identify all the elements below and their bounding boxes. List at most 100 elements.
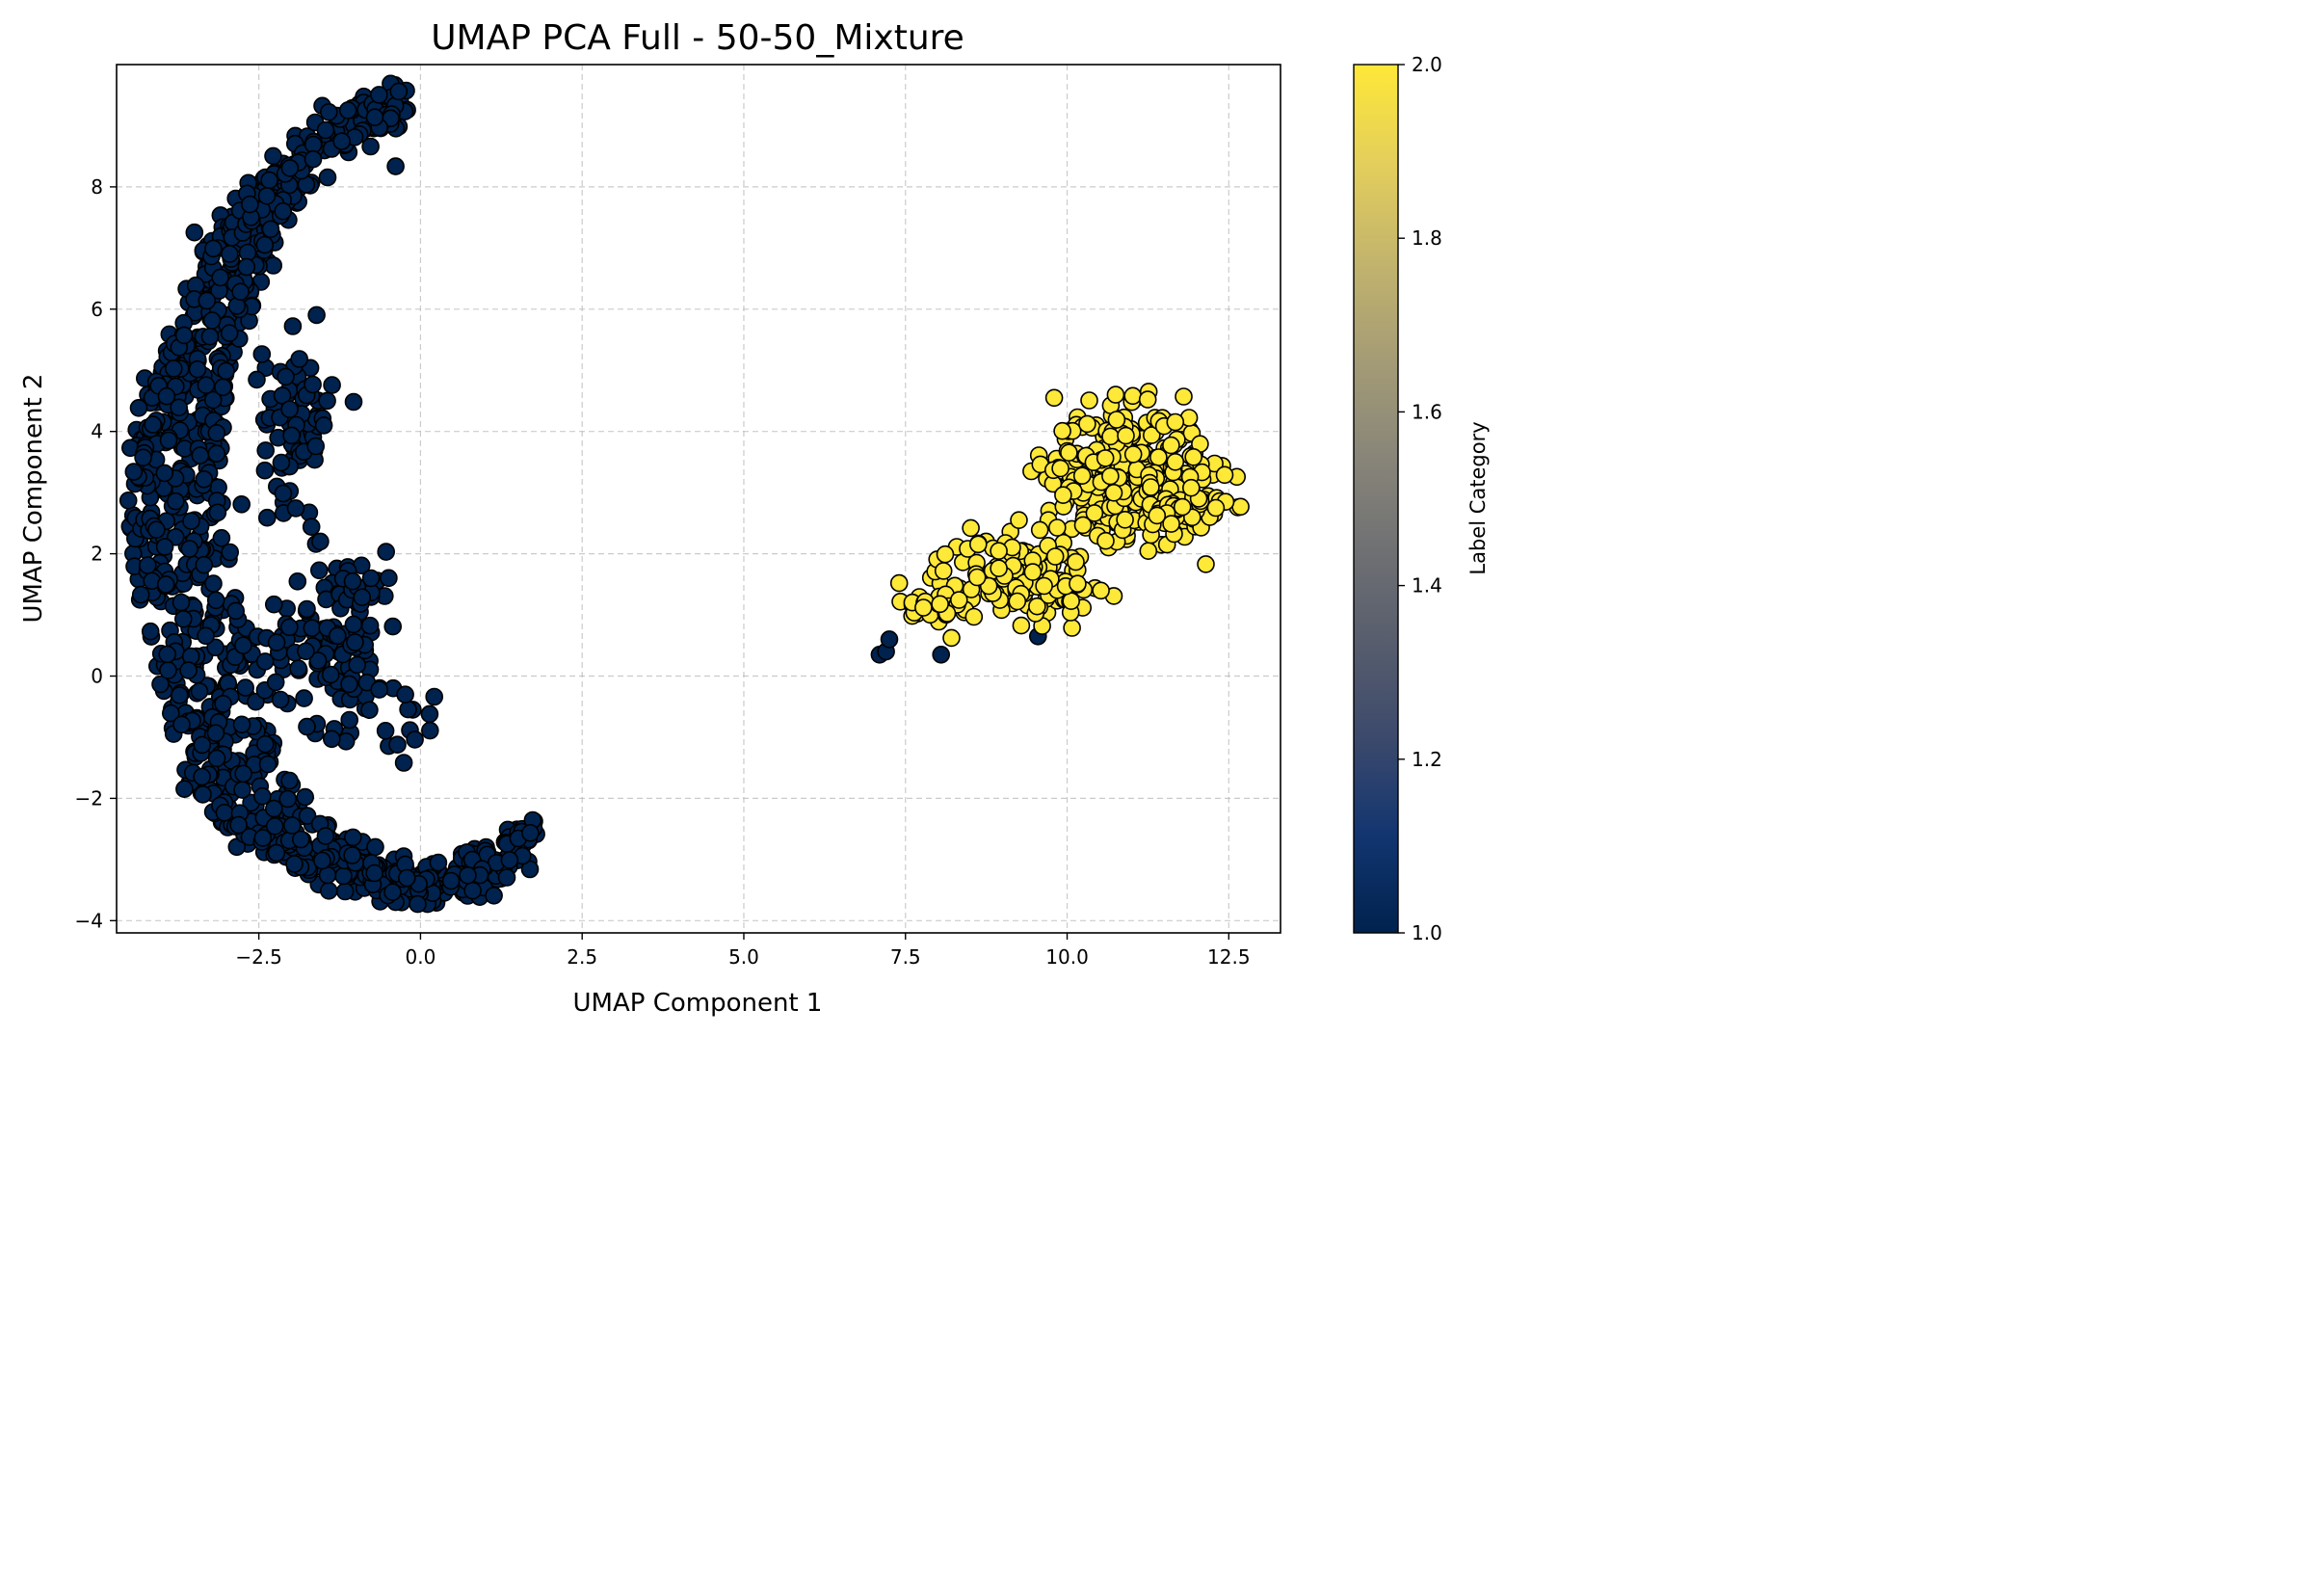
scatter-point-label-1 [221,543,239,562]
scatter-point-label-1 [155,538,174,556]
colorbar-tick-label: 1.2 [1412,748,1442,771]
scatter-point-label-1 [289,659,308,678]
scatter-point-label-1 [338,101,357,120]
scatter-point-label-2 [1069,574,1087,594]
plot-frame [116,64,1281,934]
scatter-point-label-1 [298,717,316,736]
scatter-point-label-1 [322,730,341,749]
scatter-point-label-1 [170,398,188,417]
scatter-chart: UMAP PCA Full - 50-50_Mixture −2.5 0.0 2.5… [19,18,1490,1018]
scatter-point-label-1 [346,633,364,651]
scatter-point-label-1 [343,828,362,847]
scatter-point-label-1 [139,556,157,574]
scatter-point-label-1 [264,799,283,818]
scatter-point-label-1 [343,571,362,591]
scatter-point-label-1 [319,881,338,900]
scatter-point-label-1 [197,626,215,646]
scatter-point-label-2 [1053,421,1071,440]
scatter-point-label-1 [206,638,224,657]
scatter-point-label-1 [180,540,198,558]
scatter-point-label-1 [174,609,193,628]
scatter-point-label-1 [232,494,251,514]
scatter-point-label-1 [156,575,175,594]
scatter-point-label-1 [280,159,300,177]
scatter-point-label-1 [286,499,305,518]
scatter-point-label-1 [425,687,444,706]
scatter-point-label-1 [285,855,304,873]
y-tick-label: 2 [91,543,103,566]
scatter-point-label-1 [248,370,266,389]
scatter-point-label-1 [134,448,152,467]
scatter-point-label-1 [190,682,209,701]
scatter-point-label-1 [485,886,503,905]
scatter-point-label-1 [335,882,355,901]
scatter-point-label-2 [1206,498,1226,518]
scatter-point-label-1 [332,132,352,150]
scatter-point-label-1 [119,491,138,510]
scatter-point-label-1 [212,528,231,547]
scatter-point-label-1 [124,463,144,481]
scatter-point-label-2 [1044,388,1064,408]
scatter-point-label-1 [226,601,245,621]
scatter-point-label-1 [260,171,278,190]
scatter-point-label-2 [1023,563,1043,581]
scatter-point-label-1 [348,655,367,675]
scatter-point-label-1 [232,715,251,734]
colorbar-tick-label: 1.8 [1412,226,1442,250]
scatter-point-label-1 [313,851,331,870]
scatter-point-label-1 [316,827,335,845]
scatter-point-label-2 [1143,426,1161,444]
scatter-point-label-1 [306,437,326,456]
scatter-point-label-2 [1142,478,1160,496]
scatter-point-label-1 [255,652,275,671]
scatter-point-label-1 [185,223,204,242]
scatter-point-label-2 [1104,483,1123,502]
scatter-point-label-1 [394,754,413,772]
scatter-point-label-1 [236,678,254,697]
scatter-point-label-1 [459,865,477,885]
scatter-point-label-1 [272,453,291,472]
scatter-point-label-1 [520,860,540,879]
scatter-point-label-2 [1096,531,1115,550]
scatter-point-label-1 [399,700,417,719]
scatter-point-label-1 [340,710,359,730]
x-axis: −2.5 0.0 2.5 5.0 7.5 10.0 12.5 [235,933,1251,969]
scatter-point-label-2 [1101,427,1120,446]
scatter-point-label-1 [290,350,309,368]
scatter-point-label-2 [990,542,1008,561]
scatter-point-label-1 [295,689,313,707]
scatter-point-label-1 [214,694,232,713]
scatter-point-label-1 [274,201,293,221]
scatter-point-label-1 [441,871,461,890]
x-tick-label: 10.0 [1045,945,1089,969]
scatter-point-label-1 [258,755,277,774]
scatter-point-label-1 [159,661,177,679]
scatter-point-label-1 [370,86,388,104]
scatter-point-label-1 [296,787,315,807]
scatter-point-label-1 [231,282,250,302]
scatter-point-label-1 [255,461,275,480]
scatter-point-label-1 [267,843,286,863]
y-tick-label: −4 [75,909,103,932]
scatter-point-label-2 [936,545,955,564]
scatter-point-label-2 [1101,466,1120,486]
scatter-point-label-2 [962,518,980,538]
scatter-point-label-2 [1162,515,1180,533]
scatter-point-label-2 [1030,520,1049,540]
scatter-point-label-1 [282,816,302,835]
scatter-point-label-1 [409,894,427,914]
scatter-point-label-1 [211,268,229,287]
scatter-point-label-1 [197,376,216,395]
scatter-point-label-2 [967,568,987,587]
scatter-point-label-1 [194,785,212,804]
scatter-point-label-2 [964,607,984,626]
scatter-point-label-2 [1148,506,1167,525]
scatter-point-label-1 [280,771,299,790]
scatter-point-label-1 [241,195,259,214]
scatter-point-label-1 [396,685,414,704]
scatter-point-label-1 [370,680,389,699]
scatter-point-label-2 [1048,518,1067,537]
scatter-point-label-1 [175,780,194,799]
scatter-point-label-2 [1096,449,1115,467]
scatter-point-label-2 [1008,592,1027,611]
